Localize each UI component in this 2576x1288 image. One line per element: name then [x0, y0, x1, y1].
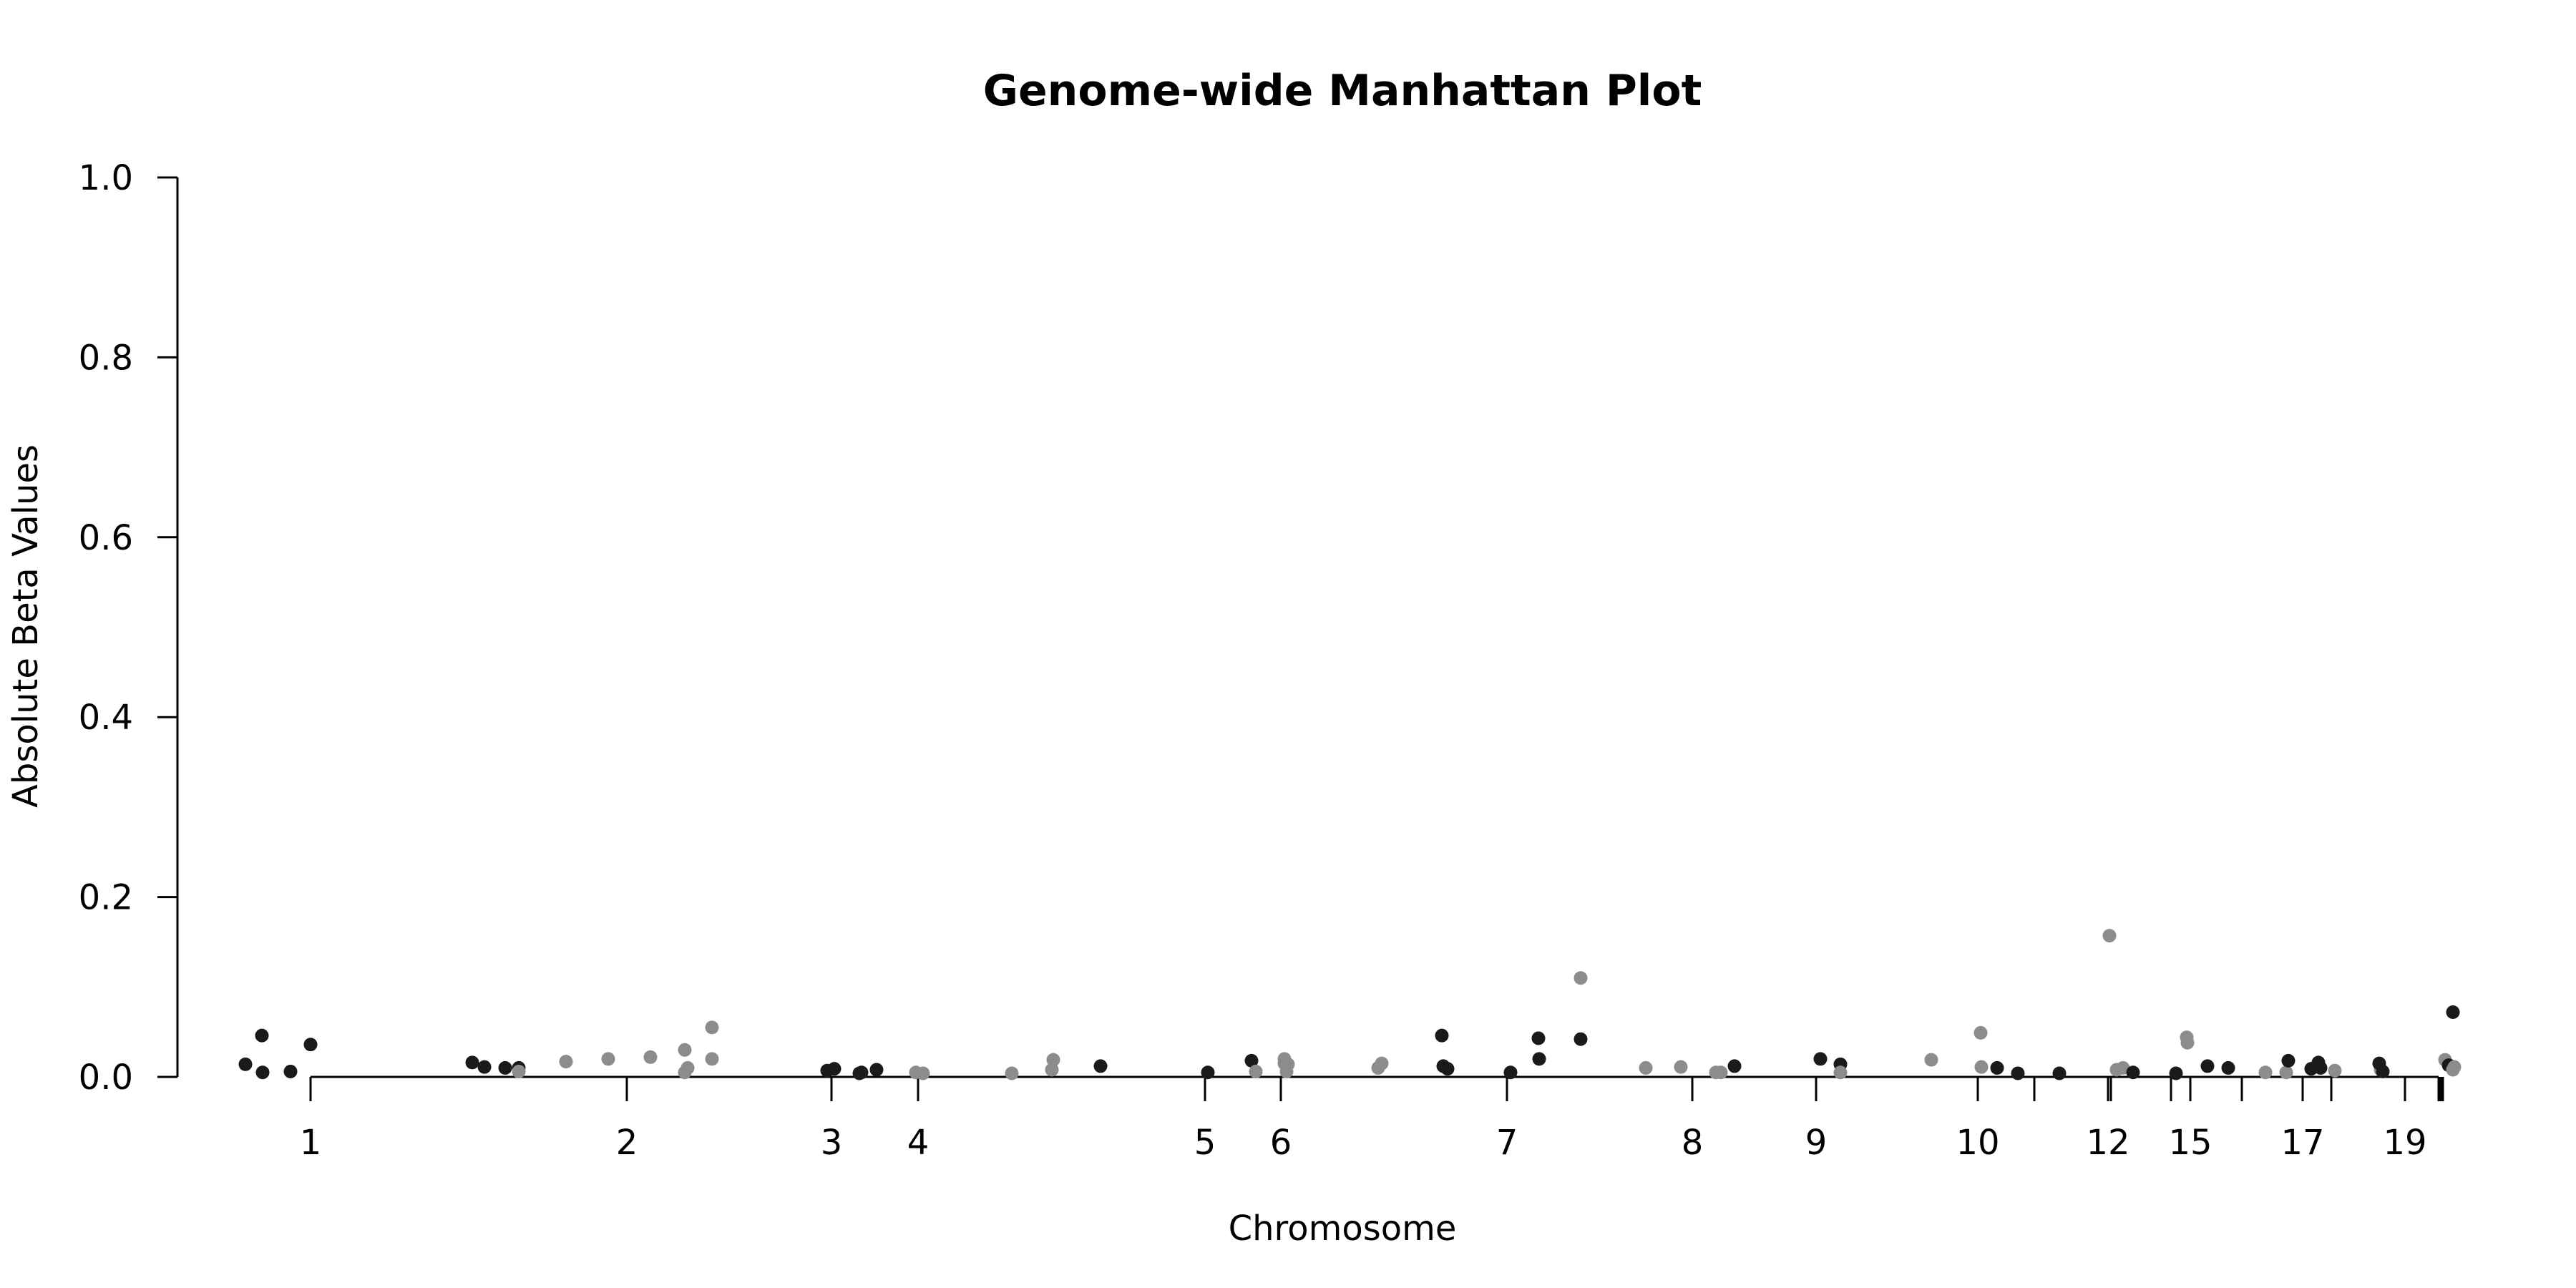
data-point	[916, 1066, 930, 1080]
axes: 0.00.20.40.60.81.01 2 3 4 5 6 7 8 9 10 12 15 17 19	[79, 158, 2444, 1163]
data-point	[1674, 1060, 1688, 1074]
data-point	[1531, 1031, 1546, 1045]
data-point	[2281, 1053, 2296, 1068]
y-tick-label: 0.0	[79, 1058, 133, 1098]
data-point	[1833, 1065, 1848, 1080]
x-tick-label: 6	[1270, 1123, 1292, 1163]
data-point	[854, 1065, 869, 1080]
y-tick-label: 1.0	[79, 158, 133, 198]
x-tick-label: 1	[300, 1123, 322, 1163]
x-tick-label: 15	[2168, 1123, 2212, 1163]
data-point	[1974, 1060, 1989, 1074]
data-points	[238, 929, 2462, 1080]
data-point	[1727, 1059, 1742, 1073]
x-tick-label: 3	[821, 1123, 843, 1163]
x-tick-label: 12	[2086, 1123, 2129, 1163]
data-point	[477, 1060, 492, 1074]
data-point	[1924, 1053, 1938, 1067]
data-point	[1093, 1059, 1108, 1073]
x-axis-label: Chromosome	[1229, 1209, 1457, 1249]
data-point	[1813, 1052, 1828, 1066]
data-point	[1281, 1057, 1295, 1071]
data-point	[1574, 1032, 1588, 1046]
data-point	[465, 1055, 479, 1070]
data-point	[2447, 1060, 2462, 1074]
data-point	[2313, 1060, 2328, 1075]
x-tick-label: 5	[1194, 1123, 1216, 1163]
data-point	[2258, 1065, 2273, 1080]
data-point	[2446, 1005, 2460, 1019]
x-tick-label: 10	[1956, 1123, 1999, 1163]
data-point	[2200, 1059, 2215, 1073]
data-point	[255, 1065, 270, 1080]
y-tick-label: 0.4	[79, 698, 133, 738]
data-point	[2221, 1060, 2235, 1075]
y-tick-label: 0.6	[79, 518, 133, 558]
y-tick-label: 0.8	[79, 338, 133, 378]
data-point	[498, 1060, 512, 1075]
x-tick-label: 7	[1496, 1123, 1518, 1163]
data-point	[512, 1064, 526, 1078]
data-point	[1503, 1065, 1518, 1080]
x-tick-label: 9	[1805, 1123, 1828, 1163]
data-point	[1532, 1052, 1546, 1066]
data-point	[678, 1043, 692, 1057]
data-point	[680, 1060, 695, 1075]
data-point	[2169, 1066, 2183, 1080]
data-point	[2376, 1064, 2390, 1078]
data-point	[2011, 1066, 2025, 1080]
data-point	[1639, 1060, 1653, 1075]
data-point	[238, 1057, 253, 1071]
data-point	[1249, 1064, 1263, 1078]
data-point	[2180, 1035, 2195, 1050]
x-tick-label: 8	[1682, 1123, 1704, 1163]
data-point	[705, 1020, 719, 1035]
data-point	[2126, 1065, 2140, 1080]
data-point	[1201, 1065, 1215, 1080]
data-point	[283, 1064, 298, 1078]
data-point	[1005, 1066, 1019, 1080]
x-tick-label: 17	[2280, 1123, 2324, 1163]
data-point	[643, 1050, 658, 1064]
y-tick-label: 0.2	[79, 878, 133, 918]
data-point	[559, 1055, 573, 1069]
data-point	[601, 1052, 615, 1066]
y-axis-label: Absolute Beta Values	[6, 444, 46, 808]
data-point	[2102, 929, 2117, 943]
data-point	[2279, 1065, 2293, 1080]
chart-title: Genome-wide Manhattan Plot	[983, 66, 1702, 116]
data-point	[1375, 1056, 1389, 1070]
data-point	[1046, 1053, 1060, 1067]
data-point	[255, 1028, 269, 1043]
x-tick-label: 2	[616, 1123, 638, 1163]
data-point	[705, 1052, 719, 1066]
data-point	[1990, 1060, 2004, 1075]
data-point	[1436, 1059, 1450, 1073]
data-point	[827, 1062, 841, 1076]
x-tick-label: 4	[907, 1123, 930, 1163]
x-tick-label: 19	[2383, 1123, 2426, 1163]
data-point	[869, 1063, 884, 1077]
data-point	[303, 1038, 318, 1052]
data-point	[1435, 1028, 1449, 1043]
data-point	[2328, 1063, 2342, 1078]
data-point	[1974, 1025, 1988, 1040]
data-point	[1244, 1053, 1259, 1068]
data-point	[1574, 971, 1588, 985]
data-point	[2052, 1066, 2067, 1080]
data-point	[1714, 1065, 1728, 1080]
